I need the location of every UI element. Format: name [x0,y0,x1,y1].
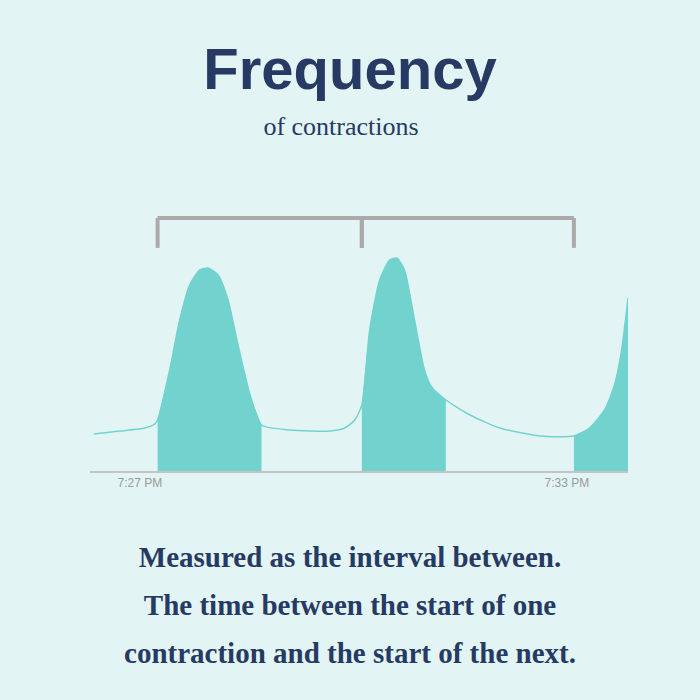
html-text:The time between the start of: The time between the start of one [143,589,557,621]
html-text:Measured as the interval betwe: Measured as the interval between. [138,541,562,573]
html-text:of contractions: of contractions [263,112,419,141]
html-text:Frequency: Frequency [203,36,497,101]
svg-text:7:27 PM: 7:27 PM [117,476,162,490]
svg-text:7:33 PM: 7:33 PM [544,476,589,490]
html-text:contraction and the start of t: contraction and the start of the next. [124,637,576,669]
